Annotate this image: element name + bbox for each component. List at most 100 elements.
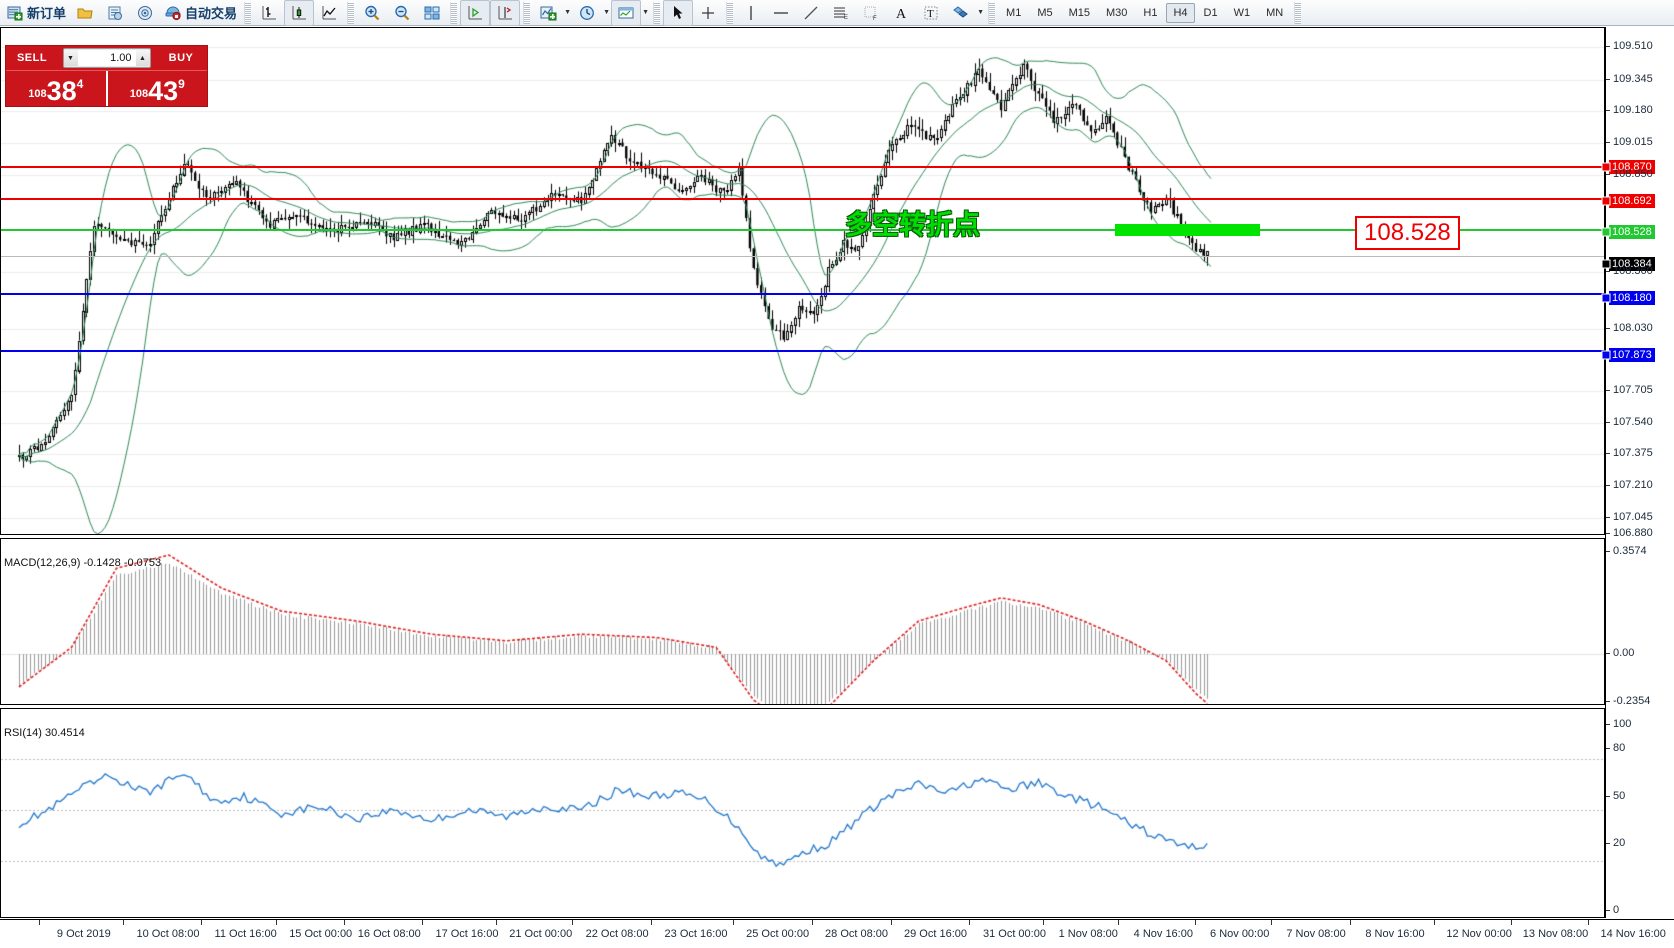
price-axis-badge-108.384[interactable]: 108.384: [1609, 257, 1655, 271]
price-line-handle[interactable]: [1601, 196, 1611, 206]
price-axis-tick: [1606, 46, 1610, 47]
timeframe-m5[interactable]: M5: [1037, 6, 1053, 19]
textlabel-icon: T: [924, 6, 938, 20]
price-line-handle[interactable]: [1601, 293, 1611, 303]
autotrade-icon: [165, 6, 181, 20]
folder-button[interactable]: [70, 0, 100, 26]
time-axis-label: 12 Nov 00:00: [1446, 928, 1512, 940]
templates-button[interactable]: [611, 0, 642, 26]
volume-value[interactable]: 1.00: [77, 50, 136, 66]
price-level-line-108.180[interactable]: [1, 293, 1604, 296]
time-axis-label: 28 Oct 08:00: [825, 928, 889, 940]
hline-button[interactable]: [766, 0, 796, 26]
timeframe-h4[interactable]: H4: [1166, 2, 1195, 23]
indicators-button[interactable]: [533, 0, 563, 26]
indicators-dropdown-arrow[interactable]: ▼: [564, 9, 571, 16]
objects-dropdown-arrow[interactable]: ▼: [977, 9, 984, 16]
price-level-line-108.384[interactable]: [1, 255, 1604, 257]
volume-decrease-icon[interactable]: ▼: [63, 50, 78, 66]
timeframe-h1[interactable]: H1: [1143, 6, 1158, 19]
periods-button[interactable]: [572, 0, 602, 26]
price-axis-tick: [1606, 517, 1610, 518]
price-axis-tick: [1606, 390, 1610, 391]
tile-windows-button[interactable]: [417, 0, 447, 26]
bar-chart-button[interactable]: [254, 0, 284, 26]
price-axis-badge-108.528[interactable]: 108.528: [1609, 225, 1655, 239]
timeframe-d1[interactable]: D1: [1203, 6, 1218, 19]
volume-increase-icon[interactable]: ▲: [135, 50, 150, 66]
main-price-chart[interactable]: [0, 27, 1605, 535]
cursor-button[interactable]: [663, 0, 694, 26]
timeframe-m30[interactable]: M30: [1106, 6, 1128, 19]
toolbar-separator-4: [523, 1, 531, 24]
price-axis-badge-108.692[interactable]: 108.692: [1609, 194, 1655, 208]
vline-icon: [750, 5, 752, 20]
time-axis-label: 9 Oct 2019: [56, 928, 111, 940]
price-level-line-108.692[interactable]: [1, 198, 1604, 201]
sub-axis-label: 50: [1613, 790, 1626, 802]
price-level-line-107.873[interactable]: [1, 350, 1604, 353]
sell-button-label[interactable]: SELL: [16, 52, 48, 64]
price-line-handle[interactable]: [1601, 162, 1611, 172]
timeframe-m15[interactable]: M15: [1068, 6, 1090, 19]
navigator-button[interactable]: [130, 0, 160, 26]
price-level-line-108.870[interactable]: [1, 165, 1604, 168]
text-label-button[interactable]: T: [916, 0, 946, 26]
timeframe-w1[interactable]: W1: [1233, 6, 1251, 19]
zoom-out-button[interactable]: [387, 0, 417, 26]
trendline-button[interactable]: [796, 0, 826, 26]
time-axis-tick: [275, 920, 277, 925]
one-click-trading-panel[interactable]: SELL ▼ 1.00 ▲ BUY 108 38 4 108 43 9: [5, 45, 208, 107]
price-axis-tick: [1606, 271, 1610, 272]
sub-axis-label: 100: [1613, 718, 1632, 730]
hline-icon: [774, 11, 789, 14]
toolbar-separator-8: [1294, 1, 1302, 24]
equidistant-channel-button[interactable]: F: [856, 0, 886, 26]
svg-text:F: F: [873, 16, 877, 22]
metaeditor-button[interactable]: [100, 0, 130, 26]
time-axis[interactable]: 9 Oct 2019 10 Oct 08:00 11 Oct 16:00 15 Oct…: [0, 919, 1674, 948]
sell-price-block[interactable]: 108 38 4: [6, 71, 108, 106]
price-axis-tick: [1606, 422, 1610, 423]
svg-text:E: E: [844, 15, 848, 21]
cursor-icon: [674, 5, 683, 19]
zoom-in-button[interactable]: [357, 0, 387, 26]
price-axis-badge-108.180[interactable]: 108.180: [1609, 291, 1655, 305]
support-zone-highlight[interactable]: [1115, 223, 1260, 236]
timeframe-m1[interactable]: M1: [1006, 6, 1022, 19]
sub-axis-tick: [1606, 843, 1610, 844]
text-button[interactable]: A: [886, 0, 916, 26]
price-axis-label: 109.510: [1613, 40, 1653, 52]
rsi-subchart[interactable]: [0, 708, 1605, 918]
objects-button[interactable]: [946, 0, 976, 26]
volume-stepper[interactable]: ▼ 1.00 ▲: [62, 48, 151, 68]
price-axis[interactable]: 109.510 109.345 109.180 109.015 108.870 108.8…: [1601, 27, 1674, 918]
auto-scroll-button[interactable]: [490, 0, 521, 26]
price-line-handle[interactable]: [1601, 259, 1611, 269]
fibo-button[interactable]: E: [826, 0, 856, 26]
buy-button-label[interactable]: BUY: [168, 52, 194, 64]
rsi-label: RSI(14) 30.4514: [4, 727, 85, 739]
autotrade-button[interactable]: 自动交易: [160, 0, 241, 26]
price-line-handle[interactable]: [1601, 350, 1611, 360]
candlestick-button[interactable]: [284, 0, 315, 26]
navigator-icon: [138, 5, 153, 20]
line-chart-button[interactable]: [314, 0, 344, 26]
buy-price-pip: 9: [178, 77, 185, 91]
price-line-handle[interactable]: [1601, 227, 1611, 237]
price-axis-label: 108.030: [1613, 322, 1653, 334]
buy-price-block[interactable]: 108 43 9: [108, 71, 208, 106]
timeframe-mn[interactable]: MN: [1266, 6, 1284, 19]
shift-end-button[interactable]: [460, 0, 491, 26]
new-order-button[interactable]: 新订单: [2, 0, 70, 26]
periods-dropdown-arrow[interactable]: ▼: [603, 9, 610, 16]
price-axis-tick: [1606, 110, 1610, 111]
sub-axis-label: 0: [1613, 904, 1620, 916]
vline-button[interactable]: [736, 0, 766, 26]
templates-dropdown-arrow[interactable]: ▼: [642, 9, 649, 16]
crosshair-button[interactable]: [693, 0, 723, 26]
price-axis-badge-108.870[interactable]: 108.870: [1609, 160, 1655, 174]
macd-subchart[interactable]: [0, 538, 1605, 705]
price-axis-badge-107.873[interactable]: 107.873: [1609, 348, 1655, 362]
price-level-line-108.528[interactable]: [1, 228, 1604, 231]
